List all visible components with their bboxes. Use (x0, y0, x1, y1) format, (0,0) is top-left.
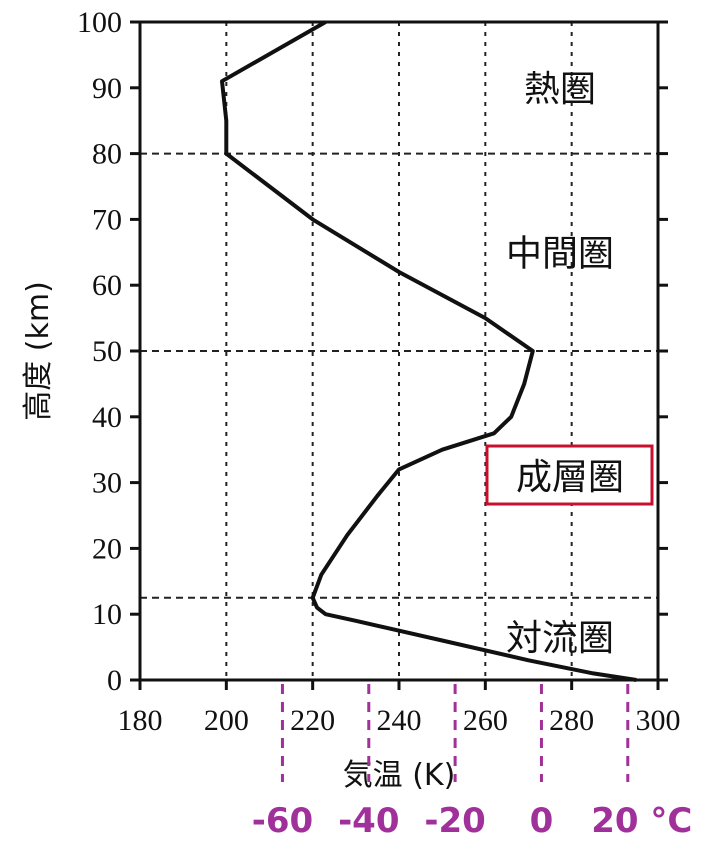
y-tick-label-100: 100 (77, 6, 122, 39)
region-label-1: 中間圏 (506, 233, 614, 274)
x-tick-label-300: 300 (636, 704, 681, 737)
y-tick-label-10: 10 (92, 598, 122, 631)
celsius-label-0: -60 (252, 801, 313, 841)
y-tick-label-70: 70 (92, 203, 122, 236)
x-tick-label-200: 200 (204, 704, 249, 737)
axis-ticks: 0 10 20 30 40 50 60 70 80 90 100 180 200 220 240 260 280… (77, 6, 681, 737)
x-tick-label-280: 280 (549, 704, 594, 737)
celsius-label-4: 20 °C (591, 801, 692, 841)
x-tick-label-240: 240 (377, 704, 422, 737)
x-tick-label-180: 180 (118, 704, 163, 737)
x-tick-label-220: 220 (290, 704, 335, 737)
y-tick-label-60: 60 (92, 269, 122, 302)
x-tick-label-260: 260 (463, 704, 508, 737)
temperature-profile-line (220, 20, 637, 682)
y-axis-label: 高度 (km) (21, 281, 56, 421)
region-label-2: 成層圏 (516, 457, 624, 498)
y-tick-label-0: 0 (107, 664, 122, 697)
celsius-label-3: 0 (530, 801, 554, 841)
y-tick-label-30: 30 (92, 467, 122, 500)
region-label-3: 対流圏 (506, 618, 614, 659)
y-tick-label-40: 40 (92, 401, 122, 434)
y-tick-label-80: 80 (92, 138, 122, 171)
celsius-label-1: -40 (338, 801, 399, 841)
x-axis-label: 気温 (K) (343, 758, 456, 793)
y-tick-label-50: 50 (92, 335, 122, 368)
y-tick-label-20: 20 (92, 532, 122, 565)
region-label-0: 熱圏 (524, 69, 596, 110)
celsius-scale: -60 -40 -20 0 20 °C (252, 684, 692, 841)
celsius-label-2: -20 (424, 801, 485, 841)
y-tick-label-90: 90 (92, 72, 122, 105)
region-highlight-box (485, 444, 654, 506)
